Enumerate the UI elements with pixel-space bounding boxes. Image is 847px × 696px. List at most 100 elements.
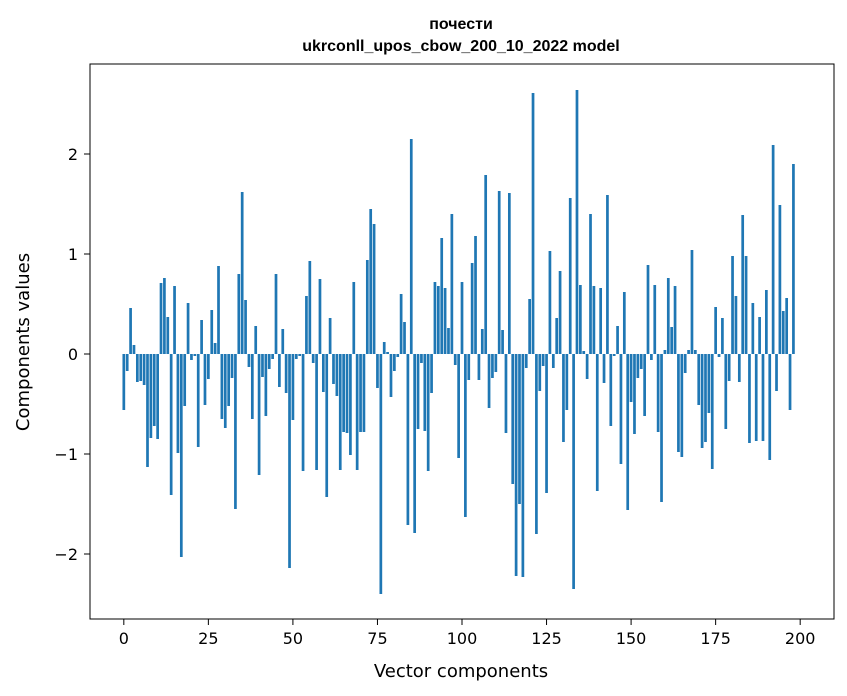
bar-115	[511, 354, 515, 484]
bar-171	[700, 354, 704, 448]
bar-149	[626, 354, 630, 510]
bar-184	[744, 256, 748, 354]
bar-85	[409, 139, 413, 354]
bar-113	[504, 354, 508, 433]
x-tick-label: 50	[283, 629, 303, 648]
bar-40	[257, 354, 261, 475]
bar-127	[551, 354, 555, 368]
bar-58	[318, 279, 322, 354]
bar-45	[274, 274, 278, 354]
bar-35	[240, 192, 244, 354]
bar-142	[602, 354, 606, 383]
bar-69	[355, 354, 359, 470]
bar-10	[156, 354, 159, 439]
bar-188	[758, 317, 761, 354]
bar-153	[639, 354, 643, 369]
bar-112	[501, 330, 504, 354]
y-tick-label: 0	[68, 345, 78, 364]
bar-87	[416, 354, 420, 429]
bar-11	[159, 283, 163, 354]
bar-28	[217, 266, 220, 354]
bar-130	[562, 354, 565, 442]
bar-177	[721, 318, 724, 354]
bar-180	[731, 256, 734, 354]
bar-94	[440, 238, 444, 354]
bar-5	[139, 354, 143, 381]
bar-4	[135, 354, 139, 382]
bar-75	[376, 354, 379, 388]
x-tick-label: 75	[367, 629, 387, 648]
bar-79	[389, 354, 393, 397]
bar-61	[328, 318, 332, 354]
y-tick-label: −1	[54, 445, 78, 464]
x-axis-ticks: 0 25 50 75 100 125 150 175 200	[119, 619, 815, 648]
bar-33	[234, 354, 237, 509]
bar-31	[227, 354, 231, 406]
bar-42	[264, 354, 268, 416]
bar-139	[592, 286, 596, 354]
bar-108	[487, 354, 491, 408]
bar-125	[545, 354, 548, 493]
bar-90	[426, 354, 430, 471]
bar-101	[464, 354, 467, 517]
bar-151	[633, 354, 636, 434]
bar-159	[660, 354, 663, 502]
x-tick-label: 100	[447, 629, 478, 648]
bar-160	[663, 350, 667, 354]
bar-189	[761, 354, 765, 441]
x-tick-label: 25	[198, 629, 218, 648]
bar-146	[616, 326, 619, 354]
bar-162	[670, 327, 674, 354]
bar-20	[190, 354, 193, 360]
bar-18	[183, 354, 187, 406]
x-tick-label: 150	[616, 629, 647, 648]
bar-1	[125, 354, 129, 371]
bar-23	[200, 320, 203, 354]
bar-121	[531, 93, 535, 354]
bar-187	[754, 354, 758, 441]
bar-169	[693, 350, 697, 354]
bar-147	[619, 354, 623, 464]
bar-133	[572, 354, 575, 589]
bar-14	[169, 354, 173, 495]
bar-19	[186, 303, 190, 354]
bar-122	[535, 354, 538, 534]
x-axis-label: Vector components	[374, 661, 548, 682]
bar-129	[558, 271, 562, 354]
bar-89	[423, 354, 427, 431]
bar-173	[707, 354, 711, 413]
bar-186	[751, 303, 755, 354]
bar-0	[122, 354, 126, 410]
bar-152	[636, 354, 640, 378]
bar-93	[436, 286, 440, 354]
bar-176	[717, 354, 721, 357]
bar-148	[622, 292, 626, 354]
bar-57	[315, 354, 318, 470]
bar-128	[555, 318, 559, 354]
bar-6	[142, 354, 146, 385]
bar-24	[203, 354, 207, 405]
bar-138	[589, 214, 592, 354]
bar-95	[443, 288, 447, 354]
bar-38	[250, 354, 254, 419]
bar-140	[595, 354, 599, 491]
bar-3	[132, 345, 136, 354]
bar-17	[179, 354, 183, 557]
bar-49	[288, 354, 291, 568]
bar-143	[606, 195, 609, 354]
bar-50	[291, 354, 295, 420]
bar-182	[737, 354, 741, 382]
x-tick-label: 125	[531, 629, 562, 648]
bar-29	[220, 354, 224, 419]
bar-191	[768, 354, 772, 460]
bar-155	[646, 265, 650, 354]
bar-88	[420, 354, 423, 363]
bar-43	[267, 354, 271, 369]
bar-166	[683, 354, 687, 373]
bar-198	[792, 164, 795, 354]
bar-92	[433, 282, 437, 354]
bar-123	[538, 354, 542, 391]
bar-192	[771, 145, 775, 354]
bar-118	[521, 354, 525, 577]
bar-53	[301, 354, 305, 471]
